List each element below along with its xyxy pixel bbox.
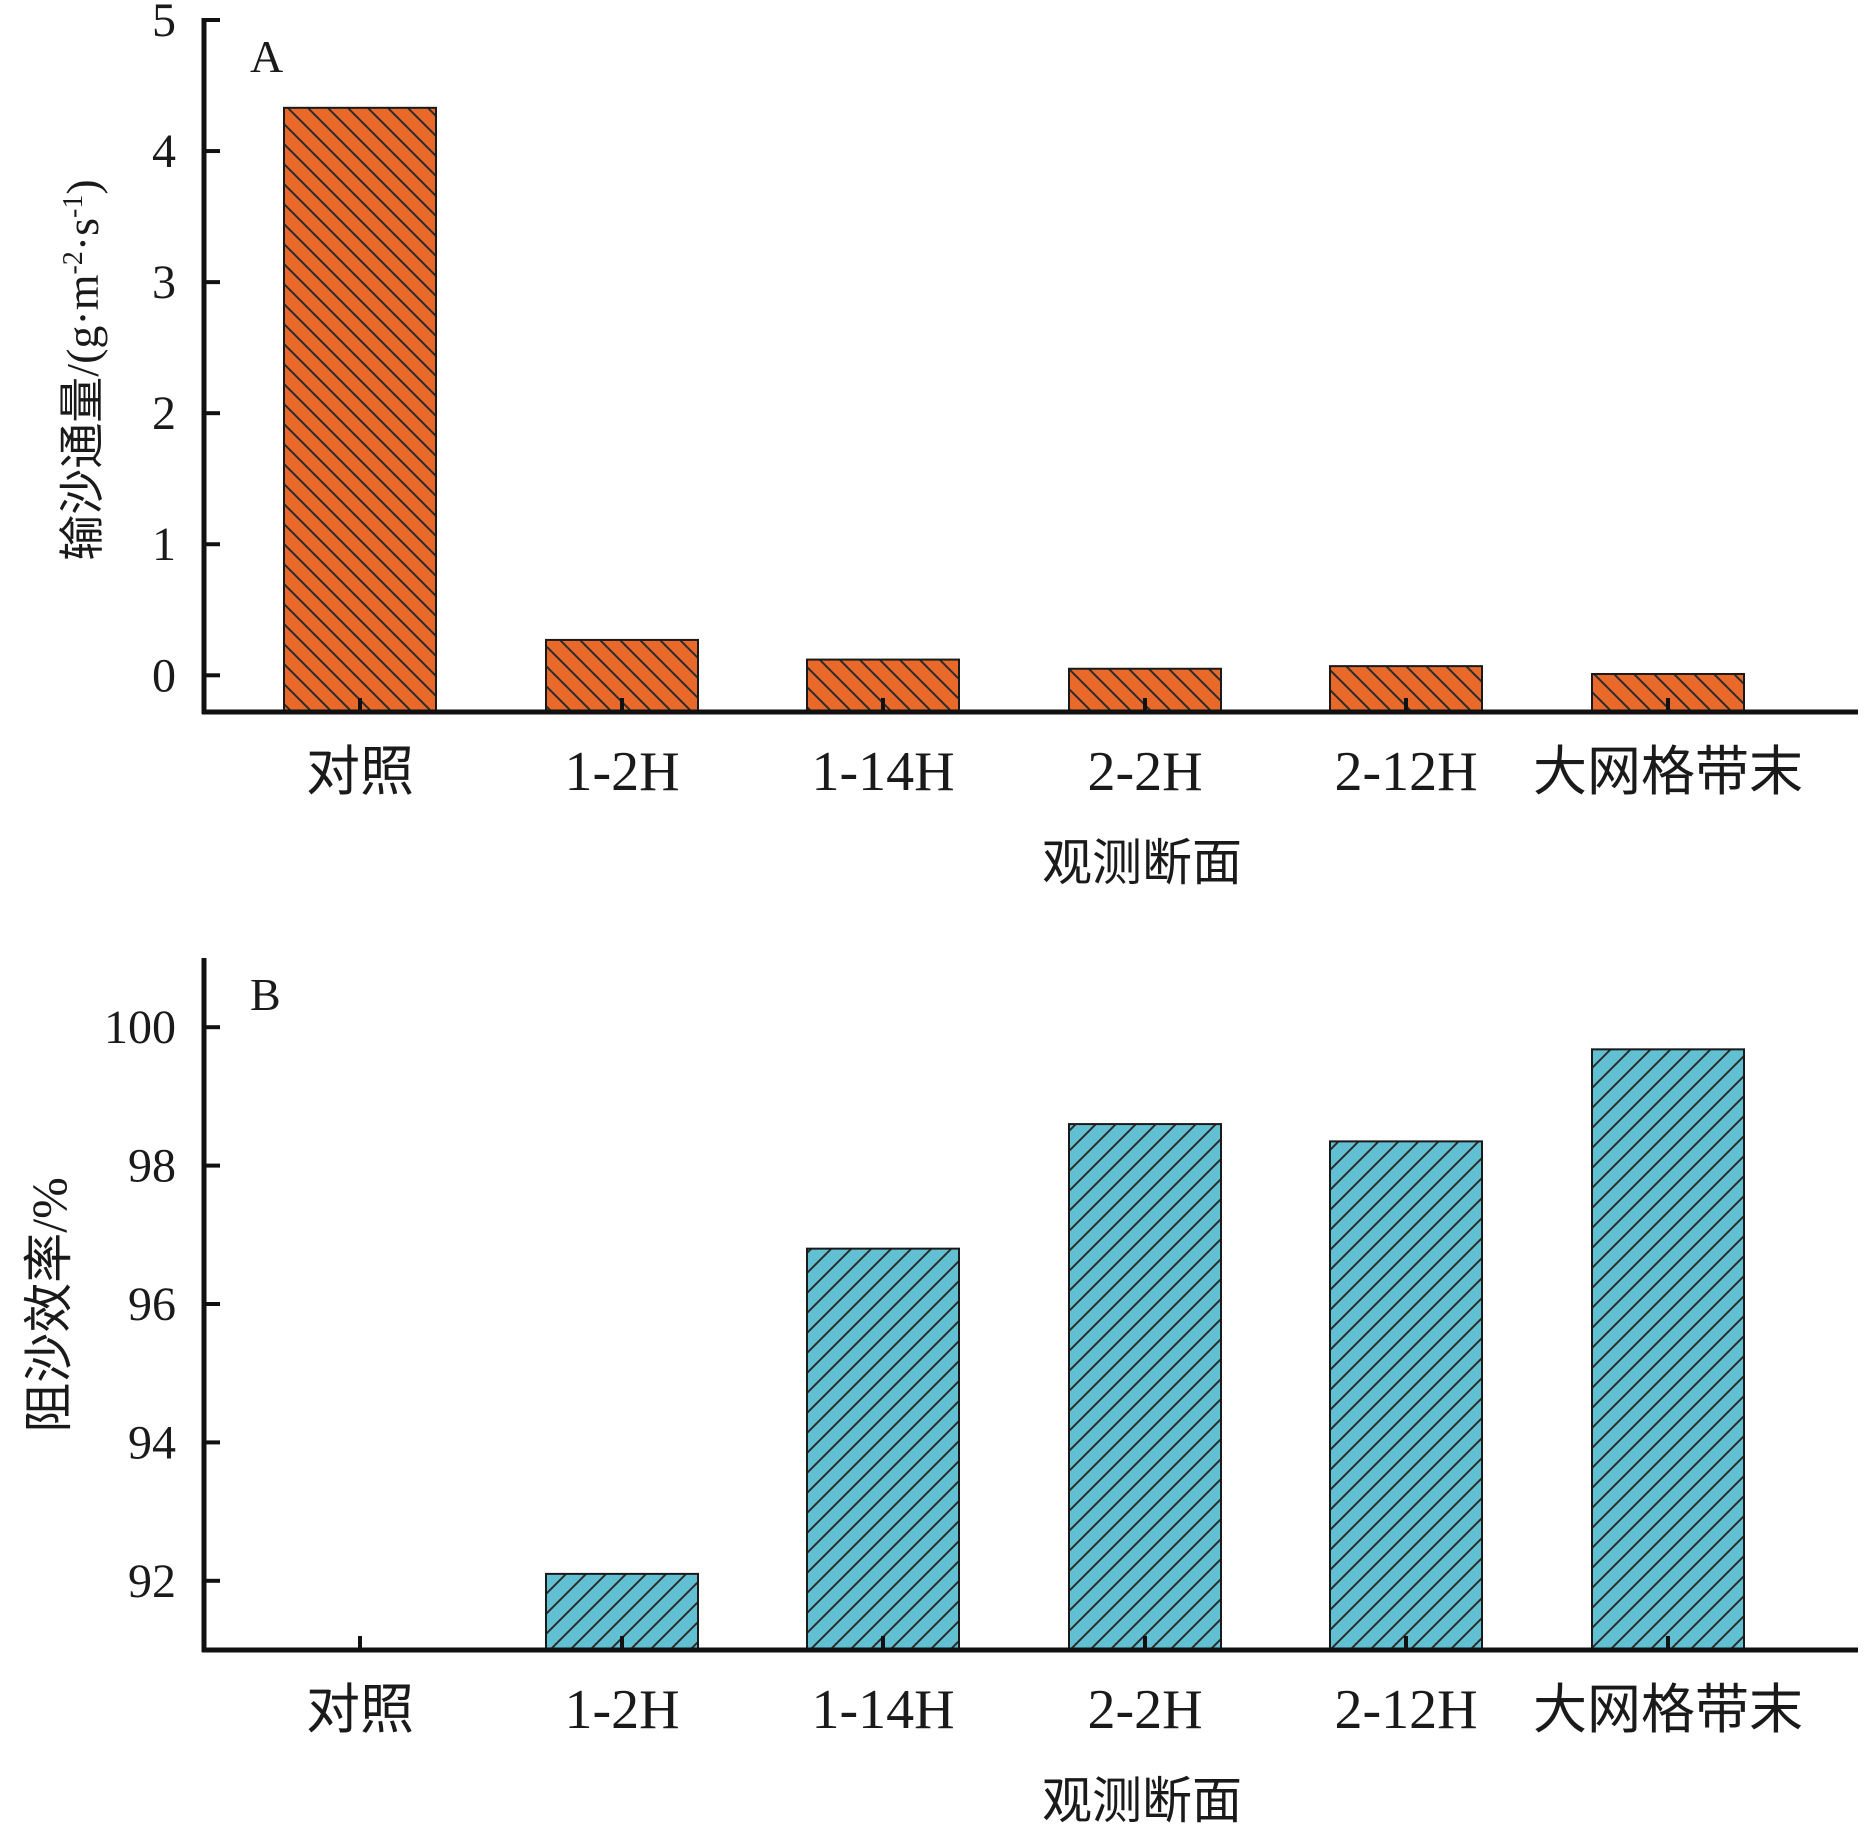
panel-a-y-tick-label-4: 4 xyxy=(152,125,176,178)
panel-b-y-tick-label-0: 92 xyxy=(128,1555,176,1608)
panel-b-x-tick-label-3: 2-2H xyxy=(1087,1679,1202,1741)
panel-a-x-tick-label-0: 对照 xyxy=(306,742,414,802)
panel-b-x-tick-label-5: 大网格带末 xyxy=(1533,1680,1803,1740)
panel-b-x-tick-label-1: 1-2H xyxy=(564,1679,679,1741)
panel-a-y-tick-label-1: 1 xyxy=(152,518,176,571)
panel-b: B 对照 1-2H 1-14H 2-2H 2-12H 大网格带末 92 94 96 98 100 阻… xyxy=(21,958,1858,1829)
panel-a-bars xyxy=(283,106,1745,714)
panel-b-bar-hatch-2 xyxy=(806,1247,960,1651)
panel-a-x-tick-label-3: 2-2H xyxy=(1087,741,1202,803)
panel-a-y-tick-label-5: 5 xyxy=(152,0,176,47)
panel-b-bars xyxy=(545,1048,1745,1652)
panel-a-letter: A xyxy=(250,31,283,82)
panel-a-y-axis-label: 输沙通量/(g·m-2·s-1) xyxy=(57,179,108,560)
panel-b-y-tick-label-3: 98 xyxy=(128,1140,176,1193)
panel-b-y-tick-label-4: 100 xyxy=(104,1001,176,1054)
panel-a-x-tick-label-1: 1-2H xyxy=(564,741,679,803)
panel-b-x-axis-label: 观测断面 xyxy=(1042,1773,1242,1829)
panel-a: A 对照 1-2H 1-14H 2-2H 2-12H 大网格带末 0 1 2 3 4 5 输沙通量/(… xyxy=(57,0,1858,891)
panel-a-ticks: 对照 1-2H 1-14H 2-2H 2-12H 大网格带末 0 1 2 3 4 5 xyxy=(152,0,1803,803)
panel-b-bar-hatch-3 xyxy=(1068,1123,1222,1651)
panel-a-x-axis-label: 观测断面 xyxy=(1042,835,1242,891)
panel-a-bar-hatch-0 xyxy=(283,106,437,713)
panel-b-y-axis-label: 阻沙效率/% xyxy=(21,1177,77,1433)
panel-b-y-tick-label-2: 96 xyxy=(128,1278,176,1331)
panel-b-bar-hatch-5 xyxy=(1591,1048,1745,1651)
panel-a-x-tick-label-2: 1-14H xyxy=(811,741,954,803)
panel-b-y-tick-label-1: 94 xyxy=(128,1416,176,1469)
panel-a-y-tick-label-0: 0 xyxy=(152,649,176,702)
panel-a-y-tick-label-3: 3 xyxy=(152,256,176,309)
panel-b-x-tick-label-2: 1-14H xyxy=(811,1679,954,1741)
panel-a-y-tick-label-2: 2 xyxy=(152,387,176,440)
panel-b-x-tick-label-4: 2-12H xyxy=(1334,1679,1477,1741)
panel-b-ticks: 对照 1-2H 1-14H 2-2H 2-12H 大网格带末 92 94 96 98 100 xyxy=(104,1001,1803,1741)
panel-b-letter: B xyxy=(250,969,281,1020)
panel-a-x-tick-label-5: 大网格带末 xyxy=(1533,742,1803,802)
panel-b-bar-hatch-4 xyxy=(1329,1140,1483,1651)
panel-a-x-tick-label-4: 2-12H xyxy=(1334,741,1477,803)
panel-b-x-tick-label-0: 对照 xyxy=(306,1680,414,1740)
